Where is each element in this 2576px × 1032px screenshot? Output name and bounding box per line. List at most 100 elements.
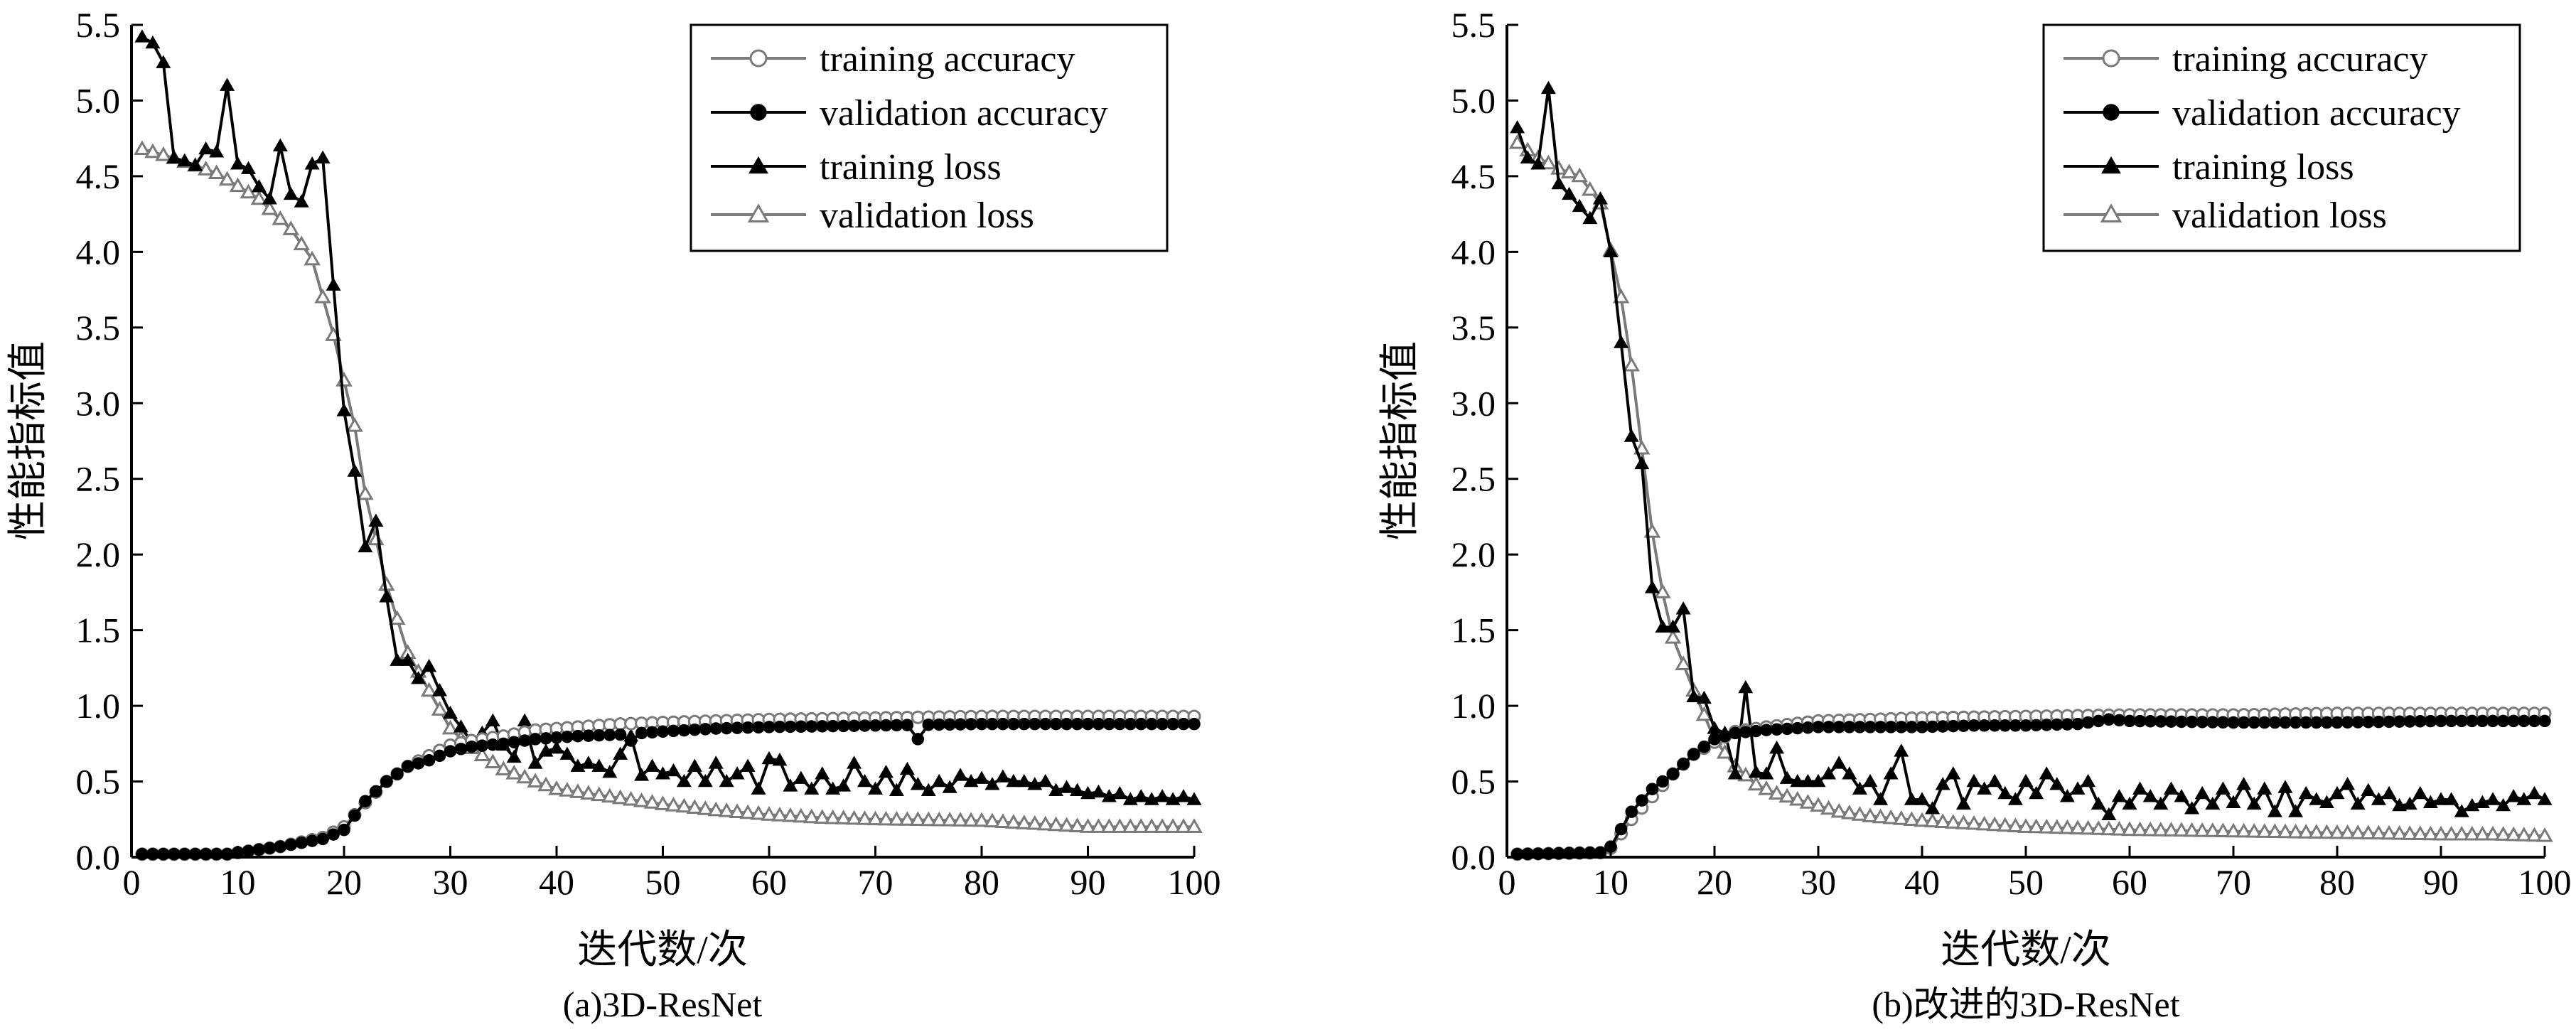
data-point <box>1165 792 1181 805</box>
x-tick-label: 30 <box>1800 862 1836 902</box>
data-point <box>1186 792 1202 805</box>
data-point <box>1820 800 1837 815</box>
legend-label: training accuracy <box>2172 39 2427 80</box>
data-point <box>1186 818 1203 833</box>
data-point <box>347 463 363 477</box>
data-point <box>1016 773 1032 788</box>
data-point <box>1810 797 1827 812</box>
data-point <box>2433 792 2449 805</box>
data-point <box>368 513 384 527</box>
data-point <box>633 792 650 807</box>
data-point <box>2214 822 2232 837</box>
data-point <box>1729 726 1742 740</box>
data-point <box>922 718 935 731</box>
data-point <box>771 807 788 822</box>
data-point <box>1832 721 1845 733</box>
data-point <box>1748 765 1764 778</box>
data-point <box>708 756 724 769</box>
data-point <box>2506 789 2521 802</box>
legend-label: validation accuracy <box>2172 93 2461 134</box>
data-point <box>1551 176 1567 190</box>
data-point <box>942 780 957 793</box>
data-point <box>336 403 352 416</box>
data-point <box>984 777 1000 790</box>
data-point <box>1027 777 1043 790</box>
data-point <box>1749 724 1763 738</box>
data-point <box>974 770 989 784</box>
data-point <box>2111 789 2127 802</box>
data-point <box>1884 721 1897 733</box>
data-point <box>209 144 225 158</box>
data-point <box>1893 810 1910 825</box>
data-point <box>836 778 852 792</box>
data-point <box>2079 819 2097 835</box>
data-point <box>1708 733 1721 746</box>
data-point <box>1923 812 1941 828</box>
data-point <box>1144 792 1159 805</box>
data-point <box>1665 619 1681 633</box>
y-tick-label: 2.0 <box>76 534 121 574</box>
data-point <box>2059 789 2075 802</box>
data-point <box>1718 729 1732 743</box>
y-axis-label: 性能指标值 <box>1378 341 1422 540</box>
data-point <box>643 794 661 809</box>
data-point <box>559 746 575 760</box>
data-point <box>2277 823 2294 839</box>
data-point <box>858 719 871 732</box>
data-point <box>1882 809 1899 824</box>
data-point <box>856 810 874 825</box>
data-point <box>251 179 267 193</box>
y-tick-label: 4.0 <box>1451 232 1496 272</box>
data-point <box>1758 780 1775 795</box>
data-point <box>2329 824 2346 839</box>
x-tick-label: 40 <box>1904 862 1940 902</box>
data-point <box>453 719 468 733</box>
data-point <box>220 77 235 91</box>
data-point <box>1090 784 1106 798</box>
data-point <box>380 775 393 788</box>
data-point <box>388 610 406 625</box>
data-point <box>1143 818 1160 833</box>
data-point <box>505 764 522 780</box>
data-point <box>2081 773 2096 788</box>
data-point <box>1687 748 1700 760</box>
data-point <box>527 773 544 788</box>
data-point <box>1977 781 1992 795</box>
data-point <box>1634 456 1650 470</box>
y-tick-label: 2.0 <box>1451 534 1496 574</box>
data-point <box>156 55 171 68</box>
data-point <box>751 781 766 795</box>
data-point <box>2484 825 2501 841</box>
data-point <box>1133 789 1149 802</box>
data-point <box>401 760 414 773</box>
series-line <box>141 147 1194 829</box>
data-point <box>2413 785 2428 800</box>
data-point <box>263 842 277 854</box>
data-point <box>188 158 203 171</box>
data-point <box>2319 795 2334 809</box>
data-point <box>2331 716 2344 729</box>
x-tick-label: 50 <box>645 862 681 902</box>
data-point <box>2039 766 2054 780</box>
y-tick-label: 1.0 <box>76 686 121 726</box>
data-point <box>2017 818 2034 833</box>
data-point <box>1530 156 1546 170</box>
data-point <box>963 773 979 788</box>
data-point <box>1520 150 1535 164</box>
data-point <box>1654 584 1671 598</box>
data-point <box>274 840 287 853</box>
data-point <box>2370 824 2388 840</box>
data-point <box>995 769 1011 783</box>
y-tick-label: 5.0 <box>1451 80 1496 120</box>
x-tick-label: 60 <box>2112 862 2147 902</box>
data-point <box>1592 191 1608 205</box>
data-point <box>582 729 595 742</box>
data-point <box>1841 805 1858 819</box>
data-point <box>2422 825 2440 841</box>
data-point <box>2329 785 2345 800</box>
data-point <box>1080 785 1095 800</box>
legend-marker <box>2102 49 2120 68</box>
data-point <box>1936 720 1949 733</box>
data-point <box>2341 716 2354 729</box>
data-point <box>2038 819 2055 834</box>
